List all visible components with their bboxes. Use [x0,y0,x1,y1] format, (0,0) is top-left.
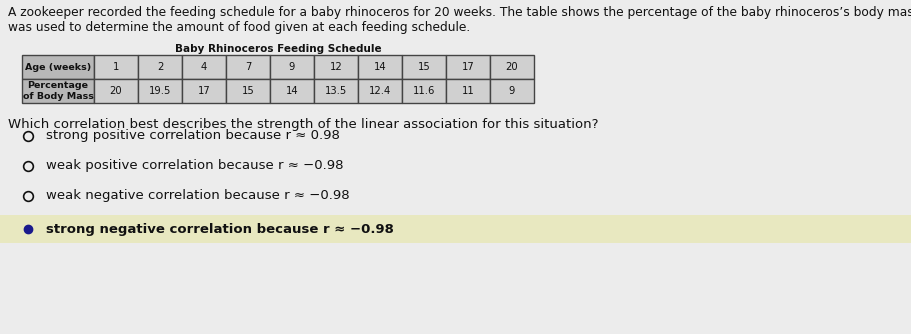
Text: 9: 9 [509,86,516,96]
Bar [402,55,446,79]
Text: strong positive correlation because r ≈ 0.98: strong positive correlation because r ≈ … [46,130,340,143]
Text: A zookeeper recorded the feeding schedule for a baby rhinoceros for 20 weeks. Th: A zookeeper recorded the feeding schedul… [8,6,911,19]
Bar [358,79,402,103]
Bar [182,55,226,79]
Text: 13.5: 13.5 [325,86,347,96]
Text: 15: 15 [241,86,254,96]
Text: 7: 7 [245,62,251,72]
Bar [226,79,270,103]
Text: 12: 12 [330,62,343,72]
Text: 14: 14 [374,62,386,72]
Text: Baby Rhinoceros Feeding Schedule: Baby Rhinoceros Feeding Schedule [175,44,382,54]
Text: 11: 11 [462,86,475,96]
Bar [446,79,490,103]
Text: was used to determine the amount of food given at each feeding schedule.: was used to determine the amount of food… [8,21,470,34]
Bar [226,55,270,79]
Text: Which correlation best describes the strength of the linear association for this: Which correlation best describes the str… [8,118,599,131]
Bar [138,55,182,79]
Text: 17: 17 [198,86,210,96]
Bar [0,215,911,243]
Text: strong negative correlation because r ≈ −0.98: strong negative correlation because r ≈ … [46,222,394,235]
Text: weak negative correlation because r ≈ −0.98: weak negative correlation because r ≈ −0… [46,189,350,202]
Bar [138,79,182,103]
Text: 20: 20 [506,62,518,72]
Bar [314,55,358,79]
Bar [22,79,94,103]
Text: 9: 9 [289,62,295,72]
Bar [182,79,226,103]
Bar [94,55,138,79]
Bar [446,55,490,79]
Text: 15: 15 [417,62,430,72]
Bar [94,79,138,103]
Text: 20: 20 [109,86,122,96]
Text: weak positive correlation because r ≈ −0.98: weak positive correlation because r ≈ −0… [46,160,343,172]
Bar [490,55,534,79]
Bar [22,55,94,79]
Text: 12.4: 12.4 [369,86,391,96]
Text: Age (weeks): Age (weeks) [25,62,91,71]
Bar [270,55,314,79]
Text: Percentage
of Body Mass: Percentage of Body Mass [23,81,94,101]
Bar [402,79,446,103]
Text: 14: 14 [286,86,298,96]
Text: 17: 17 [462,62,475,72]
Bar [270,79,314,103]
Text: 11.6: 11.6 [413,86,435,96]
Text: 2: 2 [157,62,163,72]
Bar [490,79,534,103]
Text: 4: 4 [200,62,207,72]
Bar [358,55,402,79]
Bar [314,79,358,103]
Text: 19.5: 19.5 [148,86,171,96]
Text: 1: 1 [113,62,119,72]
